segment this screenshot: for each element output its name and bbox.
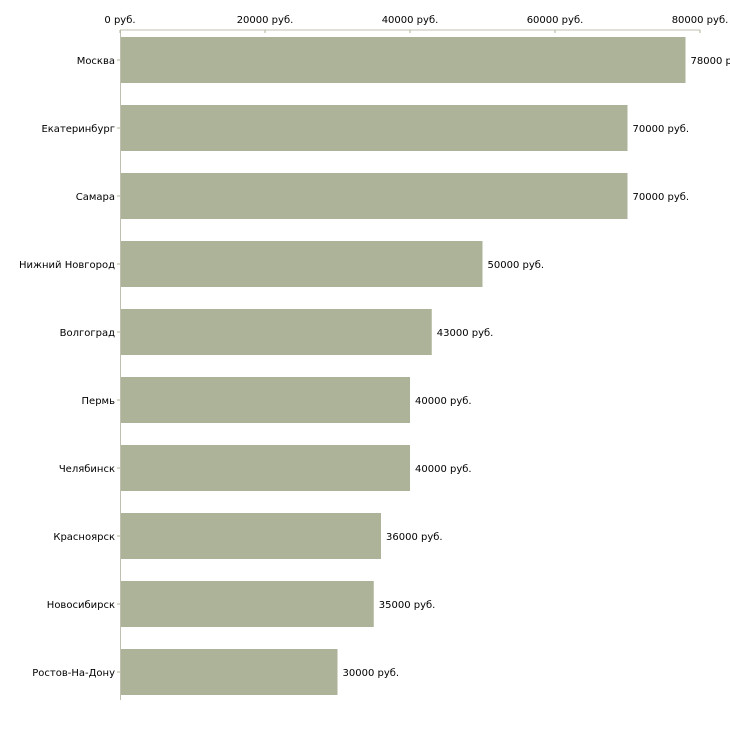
category-label: Ростов-На-Дону (32, 668, 115, 679)
bar (121, 37, 686, 83)
data-label: 43000 руб. (437, 328, 494, 339)
data-label: 30000 руб. (343, 668, 400, 679)
bar (121, 513, 381, 559)
data-label: 50000 руб. (488, 260, 545, 271)
bar (121, 241, 483, 287)
data-label: 70000 руб. (633, 124, 690, 135)
bar (121, 649, 338, 695)
bar (121, 309, 432, 355)
x-tick-label: 80000 руб. (672, 15, 729, 26)
category-label: Самара (76, 192, 115, 203)
data-label: 70000 руб. (633, 192, 690, 203)
category-label: Нижний Новгород (19, 260, 115, 271)
x-tick-label: 40000 руб. (382, 15, 439, 26)
category-label: Челябинск (59, 464, 115, 475)
data-label: 36000 руб. (386, 532, 443, 543)
x-tick-label: 20000 руб. (237, 15, 294, 26)
category-label: Красноярск (53, 532, 115, 543)
data-label: 35000 руб. (379, 600, 436, 611)
category-label: Москва (77, 56, 115, 67)
bar (121, 445, 410, 491)
bar (121, 377, 410, 423)
x-tick-label: 60000 руб. (527, 15, 584, 26)
category-label: Волгоград (60, 328, 115, 339)
category-label: Екатеринбург (41, 124, 115, 135)
category-label: Пермь (82, 396, 116, 407)
data-label: 78000 руб. (691, 56, 730, 67)
x-tick-label: 0 руб. (104, 15, 135, 26)
bar (121, 105, 628, 151)
category-label: Новосибирск (47, 600, 115, 611)
bar (121, 173, 628, 219)
data-label: 40000 руб. (415, 464, 472, 475)
data-label: 40000 руб. (415, 396, 472, 407)
bar (121, 581, 374, 627)
